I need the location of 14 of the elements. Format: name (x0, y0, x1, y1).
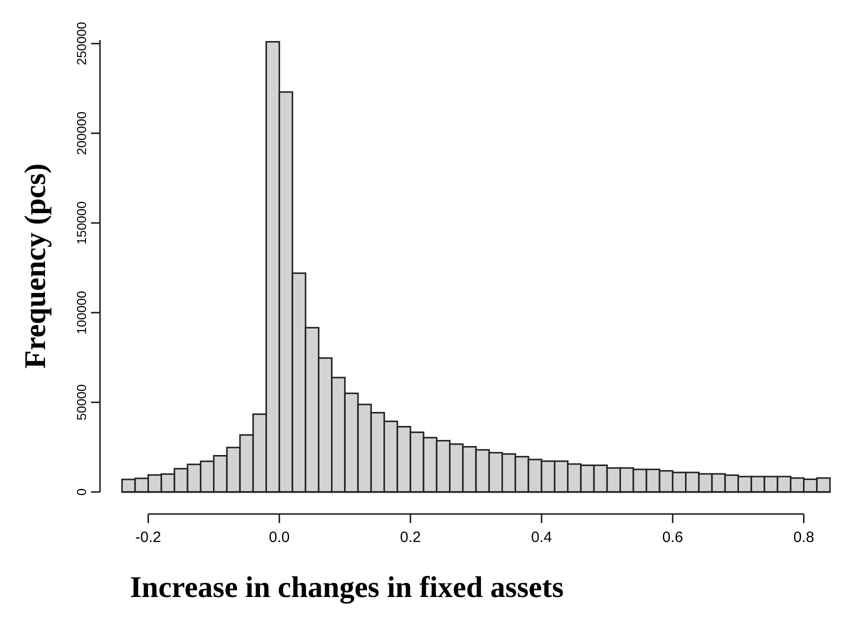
y-tick-label: 200000 (74, 112, 89, 155)
y-tick-label: 250000 (74, 22, 89, 66)
y-tick-label: 0 (74, 488, 89, 496)
y-tick-label: 100000 (74, 290, 89, 334)
y-tick-label: 50000 (74, 384, 89, 420)
x-tick-label: 0.4 (531, 529, 552, 546)
y-tick-label: 150000 (74, 201, 89, 245)
x-tick-label: 0.0 (268, 529, 290, 546)
x-tick-label: -0.2 (135, 529, 162, 546)
y-axis-title: Frequency (pcs) (19, 163, 52, 369)
x-tick-label: 0.6 (662, 529, 684, 546)
x-tick-label: 0.2 (400, 529, 421, 546)
x-tick-label: 0.8 (793, 529, 814, 546)
x-axis-title: Increase in changes in fixed assets (130, 571, 564, 604)
